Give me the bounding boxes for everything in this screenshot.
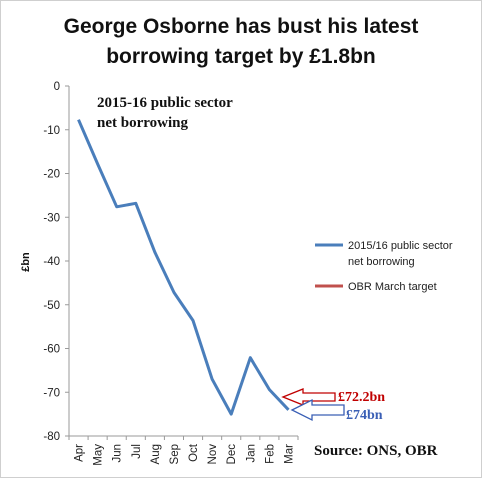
- x-tick-label: Mar: [283, 444, 295, 464]
- x-tick-label: Jul: [131, 444, 143, 459]
- legend-label-target: OBR March target: [348, 281, 437, 293]
- y-tick-label: -40: [43, 256, 60, 268]
- chart-title-line1: George Osborne has bust his latest: [64, 15, 419, 38]
- x-tick-label: Oct: [188, 443, 200, 462]
- x-tick-label: Nov: [207, 444, 219, 465]
- y-tick-label: -10: [43, 125, 60, 137]
- x-tick-label: May: [93, 444, 105, 466]
- y-tick-label: -50: [43, 300, 60, 312]
- chart-annotation-line1: 2015-16 public sector: [97, 95, 233, 111]
- x-tick-label: Sep: [169, 444, 181, 464]
- actual-arrow-icon: [290, 398, 345, 422]
- series-lines: [77, 119, 290, 416]
- chart-annotation-line2: net borrowing: [97, 115, 188, 131]
- target-callout-label: £72.2bn: [338, 390, 385, 405]
- y-axis-label: £bn: [20, 252, 32, 272]
- x-tick-label: Feb: [264, 444, 276, 464]
- y-tick-label: -70: [43, 387, 60, 399]
- y-tick-label: -30: [43, 212, 60, 224]
- legend: 2015/16 public sector net borrowing OBR …: [315, 240, 453, 293]
- x-tick-labels: Apr May Jun Jul Aug Sep Oct Nov Dec Jan Feb Mar: [74, 443, 296, 466]
- series-line-borrowing: [77, 119, 290, 416]
- x-tick-label: Dec: [226, 444, 238, 465]
- legend-label-series-line1: 2015/16 public sector: [348, 240, 453, 252]
- x-tick-label: Jan: [245, 444, 257, 463]
- x-tick-label: Apr: [74, 444, 86, 462]
- y-tick-label: -80: [43, 431, 60, 443]
- chart-title-line2: borrowing target by £1.8bn: [106, 45, 376, 68]
- y-tick-label: -60: [43, 344, 60, 356]
- x-tick-label: Jun: [112, 444, 124, 463]
- legend-label-series-line2: net borrowing: [348, 256, 415, 268]
- x-tick-label: Aug: [150, 444, 162, 464]
- source-note: Source: ONS, OBR: [314, 443, 438, 459]
- axes: [65, 85, 299, 440]
- y-tick-label: 0: [54, 81, 60, 93]
- y-tick-label: -20: [43, 169, 60, 181]
- y-tick-labels: 0 -10 -20 -30 -40 -50 -60 -70 -80: [43, 81, 60, 443]
- actual-callout-label: £74bn: [346, 408, 383, 423]
